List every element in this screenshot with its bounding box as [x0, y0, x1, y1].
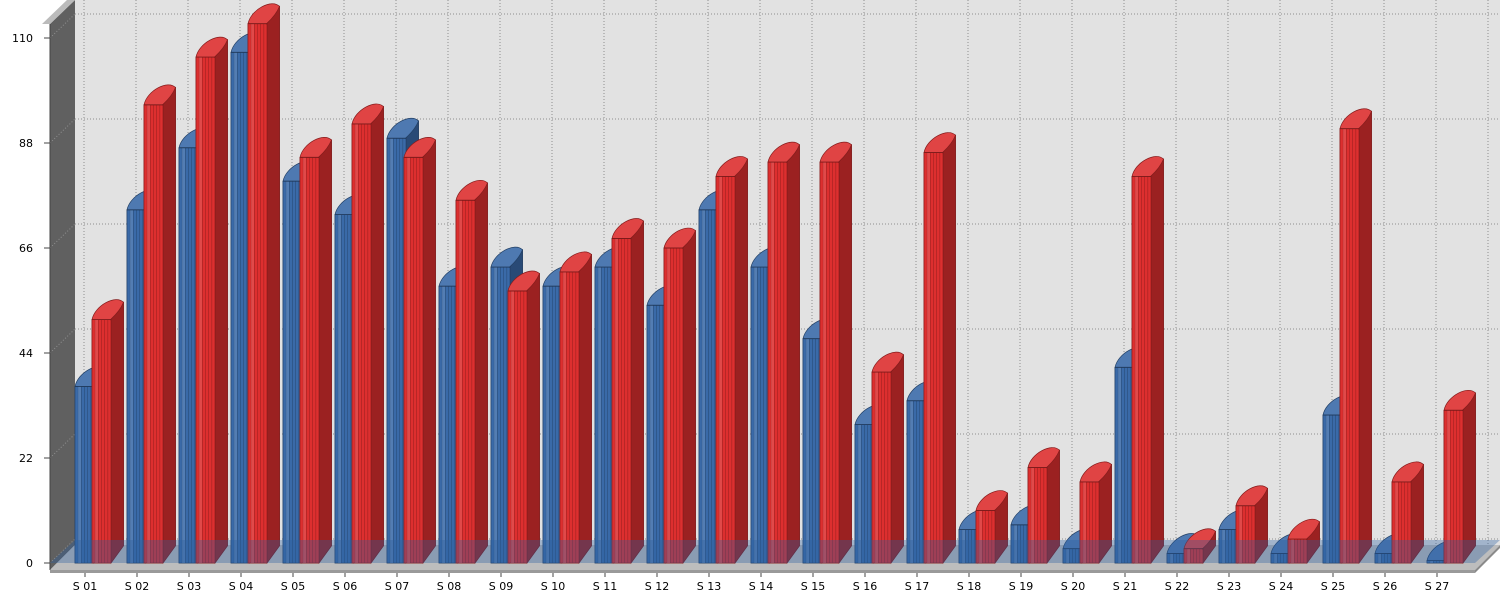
x-tick-label: S 18: [957, 580, 981, 593]
floor-band: [50, 540, 1500, 563]
x-tick-label: S 07: [385, 580, 409, 593]
y-axis: 0 22 44 66 88 110: [12, 24, 51, 570]
bar-series-2-s-27: [1443, 389, 1476, 564]
y-tick-label: 0: [26, 557, 33, 570]
bar-series-2-s-25: [1339, 108, 1372, 564]
x-tick-label: S 08: [437, 580, 461, 593]
x-axis: S 01 S 02 S 03 S 04 S 05 S 06 S 07 S 08 S 09 S 10…: [73, 573, 1449, 593]
x-tick-label: S 05: [281, 580, 305, 593]
y-tick-label: 110: [12, 32, 33, 45]
y-tick-label: 66: [19, 242, 33, 255]
x-tick-label: S 13: [697, 580, 721, 593]
y-tick-label: 88: [19, 137, 33, 150]
x-tick-label: S 12: [645, 580, 669, 593]
x-tick-label: S 04: [229, 580, 253, 593]
x-tick-label: S 19: [1009, 580, 1033, 593]
x-tick-label: S 09: [489, 580, 513, 593]
x-tick-label: S 06: [333, 580, 357, 593]
x-tick-label: S 22: [1165, 580, 1189, 593]
x-tick-label: S 01: [73, 580, 97, 593]
bar-series-2-s-01: [91, 299, 124, 564]
x-tick-label: S 24: [1269, 580, 1293, 593]
bar-series-2-s-07: [403, 137, 436, 564]
chart-left-wall: [50, 0, 75, 570]
x-tick-label: S 27: [1425, 580, 1449, 593]
bar-series-2-s-19: [1027, 447, 1060, 564]
bar-series-2-s-21: [1131, 156, 1164, 564]
bar-series-2-s-06: [351, 103, 384, 564]
bar-series-2-s-20: [1079, 461, 1112, 564]
x-tick-label: S 17: [905, 580, 929, 593]
bar-series-2-s-05: [299, 137, 332, 564]
x-tick-label: S 14: [749, 580, 773, 593]
bar-series-2-s-16: [871, 351, 904, 564]
bar-series: [50, 3, 1500, 564]
chart-floor-side: [1475, 545, 1500, 573]
bar-series-2-s-14: [767, 141, 800, 564]
y-tick-label: 22: [19, 452, 33, 465]
bar-series-2-s-24: [1287, 518, 1320, 564]
x-tick-label: S 03: [177, 580, 201, 593]
x-tick-label: S 26: [1373, 580, 1397, 593]
bar-series-2-s-18: [975, 490, 1008, 564]
bar-series-2-s-08: [455, 179, 488, 564]
bar-series-2-s-02: [143, 84, 176, 564]
bar-series-2-s-04: [247, 3, 280, 564]
x-tick-label: S 23: [1217, 580, 1241, 593]
x-tick-label: S 10: [541, 580, 565, 593]
x-tick-label: S 16: [853, 580, 877, 593]
bar-series-2-s-26: [1391, 461, 1424, 564]
bar-series-2-s-12: [663, 227, 696, 564]
y-tick-label: 44: [19, 347, 33, 360]
x-tick-label: S 11: [593, 580, 617, 593]
bar-series-2-s-11: [611, 218, 644, 564]
bar-series-2-s-10: [559, 251, 592, 564]
x-tick-label: S 20: [1061, 580, 1085, 593]
bar-series-2-s-03: [195, 36, 228, 564]
x-tick-label: S 25: [1321, 580, 1345, 593]
bar-series-2-s-17: [923, 132, 956, 564]
bar-series-2-s-13: [715, 156, 748, 564]
bar-series-2-s-15: [819, 141, 852, 564]
x-tick-label: S 21: [1113, 580, 1137, 593]
chart-wall-top-edge: [42, 0, 75, 24]
bar-series-2-s-22: [1183, 528, 1216, 564]
chart-floor-edge: [50, 570, 1475, 573]
bar-series-2-s-23: [1235, 485, 1268, 564]
x-tick-label: S 02: [125, 580, 149, 593]
x-tick-label: S 15: [801, 580, 825, 593]
bar-series-2-s-09: [507, 270, 540, 564]
